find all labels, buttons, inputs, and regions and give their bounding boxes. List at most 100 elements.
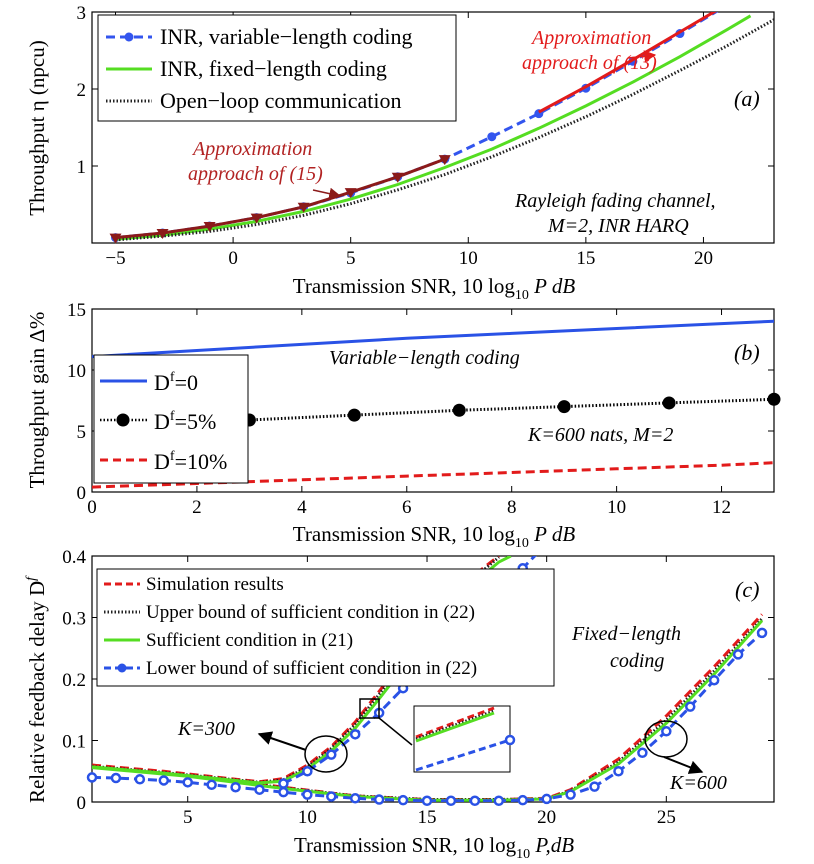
b-series-1-point: [452, 403, 466, 417]
b-xlabel: Transmission SNR, 10 log10 P dB: [293, 522, 576, 551]
b-ytick-label: 0: [77, 483, 87, 504]
a-annotation-approx15-l2: approach of (15): [188, 163, 323, 185]
c-annotation-fixed-l1: Fixed−length: [571, 623, 681, 645]
a-ticks: −5 0 5 10 15 20 1 2 3: [77, 3, 774, 269]
c-series-3-point: [158, 775, 170, 786]
c-xtick-label: 20: [537, 807, 556, 828]
c-legend: Simulation results Upper bound of suffic…: [96, 568, 555, 687]
b-ylabel: Throughput gain Δ%: [25, 312, 49, 489]
a-series-3-line: [115, 157, 446, 240]
c-series-3-point: [589, 781, 600, 792]
a-xtick-label: 10: [459, 248, 478, 269]
c-annotation-k600: K=600: [669, 772, 727, 794]
c-series-3-point: [756, 627, 768, 639]
c-series-7-point: [326, 749, 337, 760]
c-series-3-point: [445, 795, 457, 807]
c-series-3-point: [134, 773, 146, 785]
c-annotation-k300: K=300: [177, 718, 235, 740]
c-xtick-label: 10: [298, 807, 317, 828]
a-annotation-approx13-l2: approach of (13): [522, 52, 657, 74]
c-inset-lower: [415, 738, 511, 772]
c-series-3-point: [326, 791, 337, 802]
c-series-3-point: [637, 747, 648, 759]
c-ytick-label: 0.2: [62, 670, 86, 691]
b-xtick-label: 0: [87, 497, 97, 518]
a-ytick-label: 2: [77, 80, 87, 101]
c-ytick-label: 0.4: [62, 547, 86, 568]
c-series-3-point: [708, 674, 720, 686]
c-series-3-point: [182, 777, 193, 788]
c-series-7-point: [278, 778, 289, 789]
a-series-2-line: [115, 18, 774, 242]
a-annotation-approx15-l1: Approximation: [191, 138, 312, 160]
c-zoom-connector: [378, 717, 413, 746]
a-series-3-point: [156, 228, 169, 239]
c-ytick-label: 0.3: [62, 609, 86, 630]
c-series-7-point: [349, 729, 361, 740]
a-series-0-point: [487, 132, 497, 142]
b-series-1-point: [557, 400, 571, 414]
c-xtick-label: 5: [183, 807, 193, 828]
a-series-3-point: [438, 155, 451, 166]
a-legend-label-2: Open−loop communication: [160, 88, 402, 113]
c-series-7-point: [302, 766, 313, 777]
c-series-3-point: [565, 789, 576, 800]
c-series-3-line: [92, 631, 764, 802]
b-series-0-line: [92, 319, 774, 359]
c-ellipse-k300: [304, 735, 348, 773]
a-series-3-point: [250, 213, 263, 224]
a-series-4-line: [538, 12, 717, 114]
b-xtick-label: 2: [192, 497, 202, 518]
c-series-3-point: [684, 701, 696, 712]
a-xlabel: Transmission SNR, 10 log10 P dB: [293, 274, 576, 303]
panel-b: 0 2 4 6 8 10 12 0 5 10 15 Throughput gain Δ% Trans…: [25, 300, 781, 551]
a-annotation-channel-l1: Rayleigh fading channel,: [514, 190, 716, 212]
a-xtick-label: 15: [576, 248, 595, 269]
b-annotation-variable: Variable−length coding: [329, 347, 520, 369]
c-series-3-point: [230, 781, 241, 793]
b-xtick-label: 6: [402, 497, 412, 518]
c-series-3-point: [732, 649, 744, 660]
c-series-3-point: [517, 794, 528, 806]
c-xtick-label: 15: [418, 807, 437, 828]
c-series-3-point: [541, 793, 552, 805]
b-ytick-label: 15: [67, 300, 86, 321]
c-legend-label-0: Simulation results: [146, 574, 284, 595]
c-series-3-point: [86, 772, 98, 783]
a-series-3-point: [391, 172, 404, 183]
b-series-1-point: [347, 408, 361, 422]
c-series-3-point: [373, 794, 385, 805]
c-ticks: 5 10 15 20 25 0 0.1 0.2 0.3 0.4: [62, 547, 774, 828]
c-inset-frame: [413, 705, 511, 773]
b-legend-label-0: Df=0: [154, 370, 198, 395]
c-legend-label-2: Sufficient condition in (21): [146, 630, 353, 651]
c-arrow-k600: [663, 756, 704, 774]
c-arrow-k300: [257, 731, 307, 751]
b-series-2-line: [92, 461, 774, 489]
a-series-3-point: [109, 233, 122, 244]
c-series-3-point: [469, 795, 481, 807]
c-legend-box: [96, 568, 555, 687]
b-series-1-point: [767, 392, 781, 406]
a-xtick-label: 5: [346, 248, 356, 269]
c-panel-label: (c): [735, 577, 759, 602]
c-inset-simulation: [415, 706, 495, 739]
b-annotation-params: K=600 nats, M=2: [527, 424, 673, 446]
a-legend-label-0: INR, variable−length coding: [160, 24, 413, 49]
a-plot: [109, 12, 774, 244]
a-series-3-point: [203, 222, 216, 233]
b-ticks: 0 2 4 6 8 10 12 0 5 10 15: [67, 300, 774, 518]
c-ytick-label: 0.1: [62, 732, 86, 753]
c-ylabel: Relative feedback delay Df: [24, 575, 49, 803]
a-legend: INR, variable−length coding INR, fixed−l…: [97, 14, 457, 122]
c-annotation-fixed-l2: coding: [610, 650, 664, 672]
a-legend-label-1: INR, fixed−length coding: [160, 56, 387, 81]
a-arrow-approx13: [627, 50, 657, 63]
a-xtick-label: −5: [105, 248, 125, 269]
c-ytick-label: 0: [77, 793, 87, 814]
plot-frame-a: [91, 11, 775, 244]
c-series-3-point: [302, 789, 313, 800]
c-xlabel: Transmission SNR, 10 log10 P,dB: [294, 833, 574, 862]
b-legend: Df=0 Df=5% Df=10%: [93, 354, 249, 484]
a-annotation-approx13-l1: Approximation: [530, 27, 651, 49]
